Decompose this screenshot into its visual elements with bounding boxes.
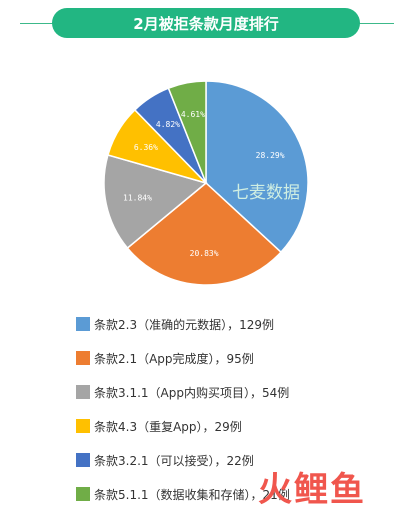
slice-label-1: 28.29%	[256, 151, 285, 160]
pie-slice-2	[126, 182, 283, 286]
legend-item-6: 条款5.1.1（数据收集和存储），21例	[76, 486, 290, 502]
title-rule-left	[20, 23, 54, 24]
brand-logo: 火鲤鱼	[258, 470, 366, 510]
slice-label-5: 4.82%	[156, 120, 180, 129]
legend-swatch-5	[76, 453, 90, 467]
slice-label-6: 4.61%	[181, 110, 205, 119]
pie-slice-3	[103, 154, 208, 250]
legend-label-6: 条款5.1.1（数据收集和存储），21例	[94, 487, 290, 502]
legend-item-5: 条款3.2.1（可以接受），22例	[76, 452, 254, 468]
legend-swatch-6	[76, 487, 90, 501]
slice-label-3: 11.84%	[123, 193, 152, 202]
legend-item-1: 条款2.3（准确的元数据），129例	[76, 316, 274, 332]
legend-swatch-1	[76, 317, 90, 331]
legend-item-4: 条款4.3（重复App），29例	[76, 418, 242, 434]
legend-label-1: 条款2.3（准确的元数据），129例	[94, 317, 274, 332]
legend-item-2: 条款2.1（App完成度），95例	[76, 350, 254, 366]
legend-label-2: 条款2.1（App完成度），95例	[94, 351, 254, 366]
pie-chart: 28.29% 20.83% 11.84% 6.36% 4.82%4.61%	[103, 80, 309, 286]
legend-swatch-3	[76, 385, 90, 399]
pie-slice-1	[205, 80, 309, 254]
chart-title: 2月被拒条款月度排行	[52, 8, 360, 38]
legend-swatch-4	[76, 419, 90, 433]
slice-label-2: 20.83%	[190, 249, 219, 258]
legend-label-5: 条款3.2.1（可以接受），22例	[94, 453, 254, 468]
legend-label-3: 条款3.1.1（App内购买项目），54例	[94, 385, 290, 400]
legend-item-3: 条款3.1.1（App内购买项目），54例	[76, 384, 289, 400]
title-rule-right	[358, 23, 394, 24]
legend-label-4: 条款4.3（重复App），29例	[94, 419, 242, 434]
slice-label-4: 6.36%	[134, 143, 158, 152]
watermark-text: 七麦数据	[232, 183, 300, 203]
pie-slice-6	[167, 80, 207, 184]
legend-swatch-2	[76, 351, 90, 365]
